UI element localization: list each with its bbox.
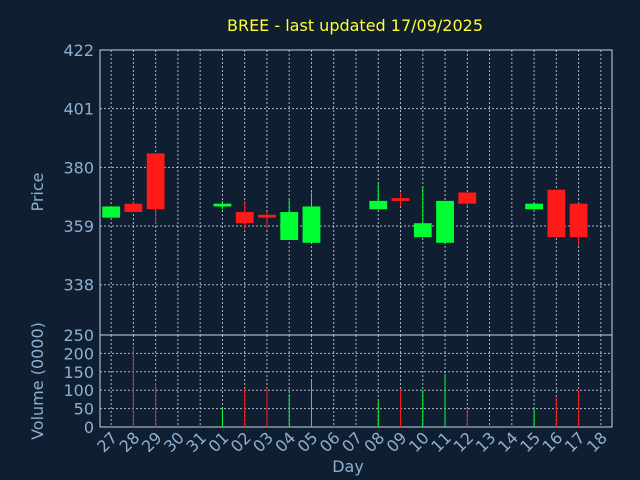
volume-bars <box>132 346 580 427</box>
volume-y-tick-label: 0 <box>84 418 94 437</box>
candle-body <box>124 203 143 213</box>
candle-body <box>547 189 566 238</box>
candle-body <box>436 200 454 243</box>
price-grid <box>100 49 612 335</box>
candles <box>102 153 588 246</box>
candle <box>235 200 254 229</box>
price-y-tick-label: 359 <box>63 217 94 236</box>
volume-y-tick-label: 100 <box>63 381 94 400</box>
candle <box>280 198 299 240</box>
candle-body <box>413 223 432 238</box>
candle-body <box>102 206 121 218</box>
volume-y-tick-label: 50 <box>74 400 94 419</box>
candle-body <box>146 153 165 210</box>
candle <box>391 192 410 207</box>
price-axis-title: Price <box>28 172 47 211</box>
candle-body <box>213 203 232 207</box>
candle <box>525 203 543 213</box>
candle-body <box>458 192 477 204</box>
price-y-tick-label: 422 <box>63 41 94 60</box>
chart-title: BREE - last updated 17/09/2025 <box>227 16 483 35</box>
candle <box>213 200 232 210</box>
volume-y-tick-label: 200 <box>63 344 94 363</box>
price-y-tick-label: 401 <box>63 100 94 119</box>
candle <box>369 184 388 210</box>
candle <box>258 212 276 229</box>
candle <box>124 200 143 213</box>
candle <box>547 189 566 238</box>
candle <box>436 200 454 243</box>
x-tick-label: 18 <box>583 428 611 456</box>
candle-body <box>525 203 543 210</box>
price-y-tick-label: 338 <box>63 276 94 295</box>
candle <box>146 153 165 224</box>
price-panel-frame <box>99 49 613 336</box>
volume-panel-frame <box>99 334 613 428</box>
price-y-tick-label: 380 <box>63 158 94 177</box>
candle <box>302 192 321 243</box>
candle <box>413 186 432 238</box>
volume-y-tick-label: 150 <box>63 363 94 382</box>
candle <box>569 203 588 246</box>
candle <box>102 206 121 218</box>
x-tick-labels: 2728293031010203040506070809101112131415… <box>93 428 611 456</box>
volume-grid <box>100 334 612 428</box>
volume-axis-title: Volume (0000) <box>28 322 47 440</box>
candle-body <box>369 200 388 210</box>
price-y-tick-labels: 338 359 380 401 422 <box>63 41 94 295</box>
candle <box>458 192 477 207</box>
candle-body <box>258 214 276 218</box>
candle-body <box>235 212 254 224</box>
candle-body <box>391 198 410 201</box>
candle-body <box>569 203 588 238</box>
volume-y-tick-label: 250 <box>63 326 94 345</box>
x-axis-title: Day <box>332 457 364 476</box>
candle-body <box>280 212 299 240</box>
candle-body <box>302 206 321 243</box>
